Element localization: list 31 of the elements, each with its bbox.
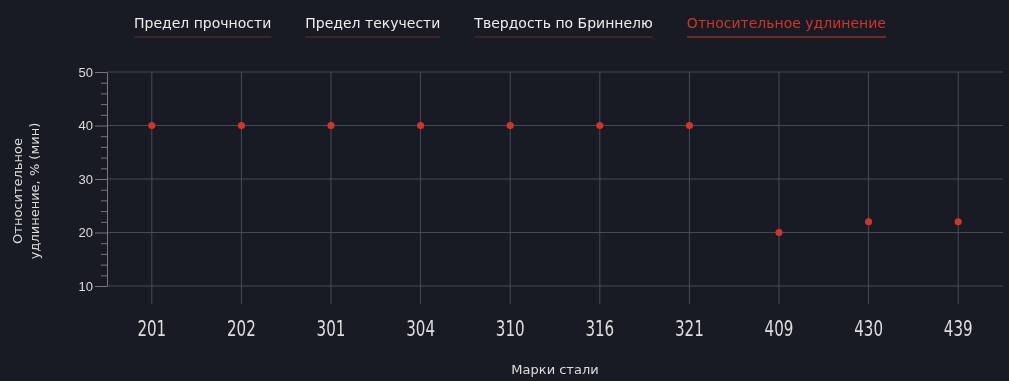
point — [237, 121, 245, 130]
x-tick-label: 310 — [495, 316, 525, 341]
text: Предел текучести — [305, 15, 441, 31]
point — [865, 218, 873, 226]
x-tick-label: 201 — [137, 316, 167, 341]
point — [148, 121, 156, 130]
point — [327, 121, 335, 130]
point — [685, 121, 693, 130]
y-tick-label: 10 — [78, 278, 93, 294]
text: Твердость по Бриннелю — [473, 15, 654, 31]
point — [954, 218, 962, 226]
point — [596, 121, 604, 130]
text: Относительное удлинение — [686, 15, 886, 31]
y-tick-label: 20 — [78, 225, 93, 241]
x-tick-label: 301 — [316, 316, 346, 341]
text: Предел прочности — [134, 15, 272, 31]
point — [775, 228, 783, 237]
y-axis-title: Относительное удлинение, % (мин) — [10, 122, 42, 260]
x-tick-label: 202 — [226, 316, 256, 341]
point — [506, 121, 514, 130]
point — [417, 121, 425, 130]
y-tick-label: 30 — [78, 171, 93, 187]
x-axis-title: Марки стали — [511, 362, 599, 377]
x-tick-label: 409 — [764, 316, 794, 341]
y-tick-label: 50 — [78, 64, 93, 80]
x-tick-label: 430 — [854, 316, 884, 341]
x-tick-label: 316 — [585, 316, 615, 341]
x-tick-label: 439 — [943, 316, 973, 341]
x-tick-label: 321 — [674, 316, 704, 341]
y-tick-label: 40 — [78, 118, 93, 134]
x-tick-label: 304 — [406, 316, 436, 341]
